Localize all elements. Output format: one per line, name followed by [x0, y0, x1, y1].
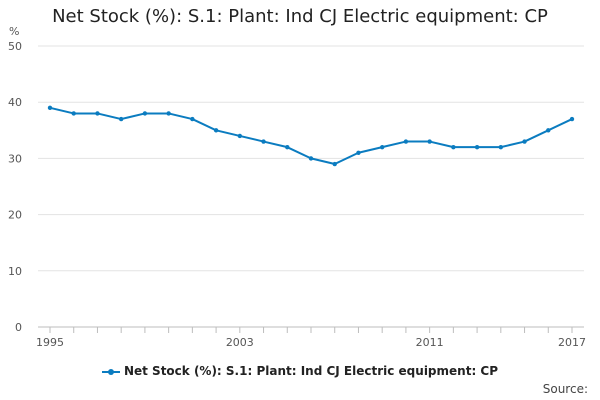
y-tick-label: 0: [15, 321, 22, 334]
data-point: [308, 156, 314, 161]
data-point: [498, 144, 504, 150]
legend-label: Net Stock (%): S.1: Plant: Ind CJ Electr…: [123, 364, 499, 378]
data-point: [237, 133, 243, 139]
y-tick-label: 50: [8, 40, 22, 53]
series-line: [49, 106, 573, 166]
data-point: [285, 144, 290, 150]
y-tick-label: 30: [8, 152, 22, 165]
y-axis: 0 10 20 30 40 50%: [8, 25, 22, 334]
data-point: [356, 150, 361, 155]
data-point: [522, 139, 527, 144]
data-point: [190, 116, 195, 122]
y-axis-label: %: [9, 25, 19, 38]
data-point: [142, 111, 148, 116]
data-point: [569, 116, 575, 122]
data-point: [451, 144, 456, 150]
data-point: [427, 139, 432, 144]
x-tick-label: 2003: [226, 336, 254, 349]
data-point: [118, 116, 124, 122]
legend-swatch: [101, 367, 120, 377]
x-axis: 1995 2003 2011 2017: [36, 327, 586, 349]
y-tick-label: 10: [8, 265, 22, 278]
y-tick-label: 40: [8, 96, 22, 109]
x-tick-label: 2011: [416, 336, 444, 349]
legend-marker: [107, 368, 114, 375]
grid-lines: [38, 45, 584, 328]
x-tick-label: 2017: [558, 336, 586, 349]
data-point: [546, 128, 551, 133]
data-point: [213, 128, 219, 133]
legend: Net Stock (%): S.1: Plant: Ind CJ Electr…: [0, 364, 600, 378]
data-point: [261, 139, 266, 144]
x-tick-label: 1995: [36, 336, 64, 349]
source-label: Source:: [542, 382, 588, 396]
chart-title: Net Stock (%): S.1: Plant: Ind CJ Electr…: [52, 6, 548, 27]
data-point: [47, 105, 53, 111]
y-tick-label: 20: [8, 209, 22, 222]
data-point: [403, 139, 409, 144]
data-point: [71, 111, 76, 116]
series-layer: [47, 105, 575, 167]
data-point: [95, 111, 100, 116]
data-point: [166, 111, 171, 116]
data-point: [332, 161, 337, 167]
data-point: [474, 144, 480, 150]
data-point: [379, 144, 385, 150]
